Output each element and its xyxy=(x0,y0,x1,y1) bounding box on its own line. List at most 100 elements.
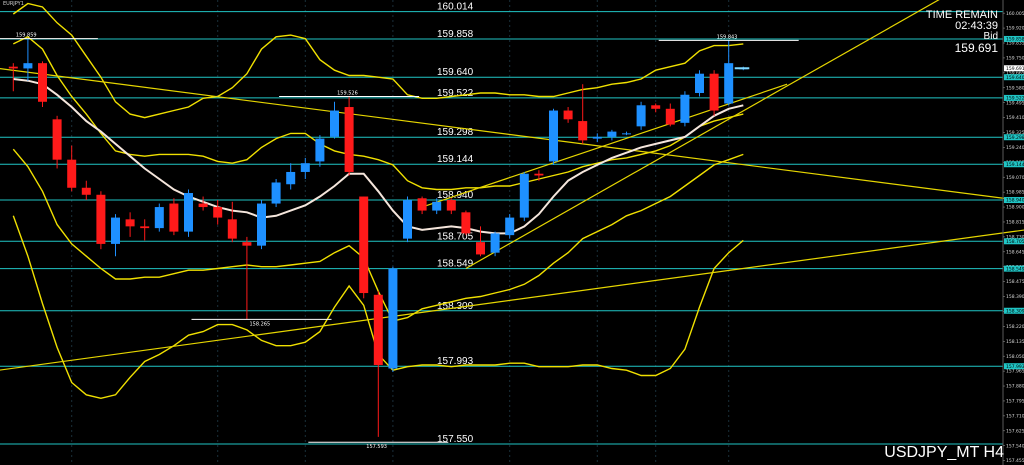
candle-body xyxy=(695,73,704,93)
level-label: 159.522 xyxy=(437,88,474,99)
peak-label: 158.265 xyxy=(250,321,271,327)
candle-body xyxy=(549,110,558,162)
level-label: 157.550 xyxy=(437,434,474,445)
candle-body xyxy=(709,73,719,111)
axis-tick-label: 158.900 xyxy=(1006,205,1024,211)
candle-body xyxy=(111,217,120,244)
candle-body xyxy=(432,201,442,211)
band-line xyxy=(12,2,744,119)
axis-tick-label: 157.625 xyxy=(1006,428,1024,434)
level-label: 158.705 xyxy=(437,231,474,242)
axis-tick-label: 159.580 xyxy=(1006,85,1024,91)
axis-tick-label: 157.710 xyxy=(1006,413,1024,419)
candle-body xyxy=(67,159,77,188)
candle-body xyxy=(169,203,179,232)
axis-tick-label: 159.665 xyxy=(1006,70,1024,76)
axis-tick-label: 159.325 xyxy=(1006,130,1024,136)
axis-price-tag xyxy=(1004,238,1024,245)
symbol-timeframe-label: USDJPY_MT H4 xyxy=(884,444,1004,461)
axis-tick-label: 159.495 xyxy=(1006,100,1024,106)
candle-body xyxy=(330,110,339,137)
axis-tick-label: 159.920 xyxy=(1006,26,1024,32)
peak-label: 159.859 xyxy=(16,33,37,39)
candle-body xyxy=(359,196,369,294)
axis-price-tag-label: 159.144 xyxy=(1006,162,1024,168)
axis-price-tag xyxy=(1004,307,1024,314)
axis-tick-label: 158.815 xyxy=(1006,220,1024,226)
moving-average-line xyxy=(13,78,744,235)
corner-label: EURJPY1 xyxy=(3,1,24,7)
candle-body xyxy=(242,242,252,246)
axis-tick-label: 158.645 xyxy=(1006,249,1024,255)
candle-body xyxy=(125,219,135,227)
axis-tick-label: 158.135 xyxy=(1006,339,1024,345)
candle-body xyxy=(140,226,150,229)
axis-price-tag-label: 159.858 xyxy=(1006,37,1024,43)
axis-price-tag xyxy=(1004,197,1024,204)
candle-body xyxy=(227,219,237,239)
horizontal-levels: 160.014 159.858 159.640 159.522 159.298 159.1… xyxy=(0,2,1003,445)
candle-body xyxy=(344,107,354,172)
candle-body xyxy=(607,131,617,137)
axis-tick-label: 158.050 xyxy=(1006,354,1024,360)
axis-price-tag xyxy=(1004,65,1024,72)
level-label: 159.298 xyxy=(437,127,474,138)
axis-price-tag-label: 159.691 xyxy=(1006,66,1024,72)
axis-tick-label: 159.750 xyxy=(1006,56,1024,62)
axis-price-tag xyxy=(1004,134,1024,141)
candle-body xyxy=(23,63,33,69)
axis-tick-label: 157.540 xyxy=(1006,443,1024,449)
axis-tick-label: 158.220 xyxy=(1006,324,1024,330)
axis-tick-label: 157.880 xyxy=(1006,384,1024,390)
axis-price-tag xyxy=(1004,74,1024,81)
bid-value: 159.691 xyxy=(954,41,998,55)
candle-body xyxy=(403,200,412,239)
candle-body xyxy=(213,207,223,218)
candle-body xyxy=(286,171,296,185)
axis-price-tag-label: 159.640 xyxy=(1006,75,1024,81)
price-axis: 160.005 159.920 159.835 159.750 159.665 159.5… xyxy=(1002,0,1024,465)
candle-body xyxy=(490,233,500,253)
axis-price-tag-label: 158.549 xyxy=(1006,266,1024,272)
candle-body xyxy=(373,294,383,365)
candle-body xyxy=(388,268,398,369)
candle-body xyxy=(476,242,485,255)
level-label: 160.014 xyxy=(437,2,474,13)
axis-price-tag xyxy=(1004,35,1024,42)
axis-price-tag xyxy=(1004,161,1024,168)
level-label: 159.144 xyxy=(437,154,474,165)
candle-body xyxy=(519,173,529,218)
candle-body xyxy=(257,203,266,246)
axis-tick-label: 157.965 xyxy=(1006,369,1024,375)
axis-tick-label: 158.730 xyxy=(1006,234,1024,240)
candle-body xyxy=(81,187,91,195)
moving-average xyxy=(13,78,744,235)
candle-body xyxy=(96,194,106,244)
axis-tick-label: 159.070 xyxy=(1006,175,1024,181)
candle-body xyxy=(461,212,471,234)
candle-body xyxy=(8,66,18,69)
axis-price-tag xyxy=(1004,363,1024,370)
axis-tick-label: 158.390 xyxy=(1006,294,1024,300)
candles xyxy=(8,38,750,437)
axis-tick-label: 159.240 xyxy=(1006,145,1024,151)
trend-line xyxy=(0,67,1024,202)
band-line xyxy=(12,35,744,191)
trend-lines xyxy=(0,0,1024,371)
axis-tick-label: 160.005 xyxy=(1006,11,1024,17)
candle-body xyxy=(724,63,734,104)
axis-price-tag-label: 159.522 xyxy=(1006,96,1024,102)
level-label: 159.640 xyxy=(437,67,474,78)
candle-body xyxy=(184,193,193,232)
candle-body xyxy=(315,138,325,162)
candle-body xyxy=(417,198,427,211)
trend-line xyxy=(421,83,788,208)
candle-body xyxy=(563,110,573,120)
peak-label: 159.526 xyxy=(337,91,358,97)
candle-body xyxy=(271,182,281,204)
time-remaining-title: TIME REMAIN xyxy=(925,9,998,21)
candle-body xyxy=(198,203,208,208)
trend-line xyxy=(0,229,1024,371)
